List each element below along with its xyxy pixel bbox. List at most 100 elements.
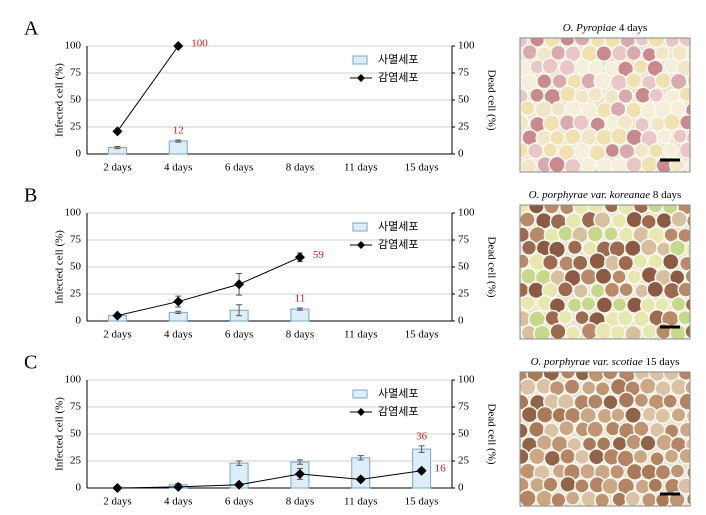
cell	[671, 128, 688, 145]
cell	[595, 45, 613, 63]
cell	[587, 59, 604, 76]
cell	[686, 73, 690, 88]
cell	[603, 226, 619, 242]
cell	[611, 44, 629, 63]
cell	[649, 450, 665, 467]
x-tick-label: 2 days	[103, 162, 131, 174]
y-tick-label: 25	[70, 288, 82, 300]
error-bar	[357, 455, 364, 461]
cell	[625, 210, 644, 229]
line	[117, 470, 422, 489]
marker	[173, 481, 184, 492]
x-tick-label: 8 days	[286, 162, 314, 174]
cell	[610, 407, 626, 423]
image-caption: O. porphyrae var. koreanae 8 days	[529, 189, 682, 201]
cell	[541, 253, 559, 271]
data-label: 100	[191, 38, 208, 50]
cell	[611, 269, 627, 285]
cell	[529, 87, 545, 104]
cell	[558, 58, 577, 77]
cell	[685, 158, 690, 172]
x-tick-label: 11 days	[344, 162, 378, 174]
cell	[684, 380, 690, 396]
caption-time: 8 days	[653, 189, 681, 201]
cell	[566, 239, 583, 256]
cell	[634, 116, 651, 133]
cell	[647, 477, 664, 494]
cell	[618, 281, 634, 298]
y2-tick-label: 0	[458, 482, 464, 494]
cell	[685, 213, 690, 229]
cell	[594, 492, 611, 506]
cell	[520, 211, 536, 229]
cell	[520, 378, 537, 397]
cell	[684, 242, 690, 258]
cell	[677, 227, 690, 244]
marker	[112, 483, 123, 493]
cell	[542, 114, 561, 133]
y-tick-label: 0	[76, 482, 82, 494]
y-tick-label: 0	[76, 315, 82, 327]
cell	[601, 477, 620, 496]
cell	[572, 282, 589, 300]
cell	[677, 281, 690, 298]
micrograph-frame	[519, 371, 691, 507]
marker	[112, 126, 123, 137]
cell	[603, 281, 621, 299]
y2-tick-label: 25	[458, 455, 470, 467]
legend-swatch	[352, 222, 368, 232]
cell	[670, 407, 687, 423]
cell	[663, 58, 680, 75]
cell	[573, 448, 591, 466]
y-tick-label: 100	[65, 40, 82, 52]
legend-marker	[357, 74, 365, 82]
cell	[611, 296, 628, 313]
y2-tick-label: 75	[458, 401, 470, 413]
legend-label: 사멸세포	[378, 387, 418, 400]
cell	[520, 113, 530, 132]
cell	[520, 489, 537, 506]
x-tick-label: 2 days	[103, 329, 131, 341]
cell	[587, 448, 606, 466]
y-axis-label: Infected cell (%)	[54, 63, 66, 137]
micrograph-frame	[519, 37, 691, 173]
x-tick-label: 15 days	[405, 496, 439, 508]
cell	[678, 421, 690, 439]
cell	[608, 463, 626, 480]
cell	[661, 252, 680, 271]
cell	[557, 280, 574, 298]
cell	[625, 433, 643, 451]
y2-tick-label: 0	[458, 315, 464, 327]
cell	[647, 38, 666, 49]
cell	[663, 448, 680, 464]
x-tick-label: 6 days	[225, 496, 253, 508]
cell	[678, 447, 690, 465]
cell	[520, 100, 536, 117]
cell	[654, 463, 672, 481]
cell	[624, 406, 643, 425]
bar	[290, 308, 310, 322]
legend-marker	[357, 408, 365, 416]
legend-label: 사멸세포	[378, 220, 418, 233]
cell	[641, 491, 658, 506]
cell	[678, 141, 690, 160]
cell	[670, 296, 687, 313]
cell	[550, 491, 567, 506]
cell	[558, 85, 577, 103]
data-label: 36	[416, 430, 428, 442]
legend-label: 감염세포	[378, 405, 418, 418]
marker	[112, 310, 123, 321]
panel-label: A	[24, 18, 39, 40]
y2-tick-label: 100	[458, 207, 475, 219]
cell	[662, 113, 681, 132]
y-tick-label: 75	[70, 67, 82, 79]
cell	[520, 253, 530, 270]
x-tick-label: 6 days	[225, 329, 253, 341]
y-axis-label: Infected cell (%)	[54, 397, 66, 471]
image-caption: O. Pyropiae 4 days	[563, 22, 648, 34]
cell	[559, 475, 577, 494]
cell	[572, 113, 590, 132]
legend-marker	[357, 241, 365, 249]
cell	[521, 43, 539, 61]
cell	[528, 447, 547, 466]
